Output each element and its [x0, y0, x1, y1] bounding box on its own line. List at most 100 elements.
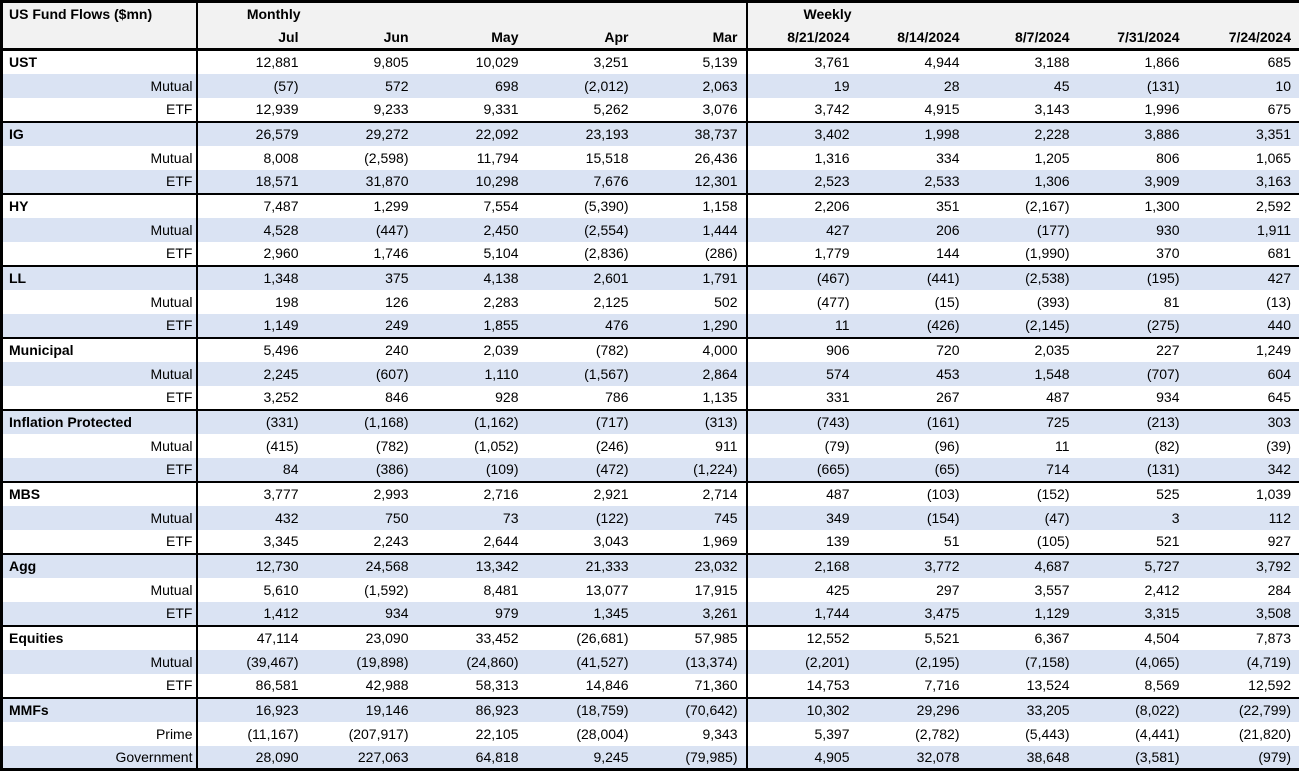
value-cell: 2,601 [526, 264, 637, 290]
value-cell: 198 [275, 293, 299, 310]
value-cell: 685 [1187, 48, 1299, 74]
value-cell: (415) [265, 437, 299, 454]
value-cell: 1,149 [196, 313, 307, 338]
value-cell: 17,915 [636, 577, 748, 602]
value-cell: 5,397 [814, 725, 850, 742]
value-cell: 12,301 [636, 169, 748, 194]
value-cell: 16,923 [196, 696, 307, 722]
value-cell: 13,524 [1026, 677, 1070, 693]
value-cell: 342 [1187, 457, 1299, 482]
value-cell: 714 [967, 457, 1078, 482]
value-cell: 370 [1156, 245, 1180, 261]
value-cell: 7,873 [1187, 624, 1299, 650]
value-cell: 38,737 [636, 120, 748, 146]
sub-row: ETF 3,252 846 928 786 1,135 331 267 487 934 645 [1, 385, 1299, 410]
value-cell: 7,487 [196, 192, 307, 218]
value-cell: (979) [1187, 745, 1299, 770]
value-cell: 29,272 [306, 120, 417, 146]
row-label: Government [1, 745, 198, 770]
value-cell: 1,779 [814, 245, 850, 261]
value-cell: 19,146 [306, 696, 417, 722]
value-cell: 3,886 [1077, 120, 1188, 146]
value-cell: 9,331 [483, 101, 519, 117]
value-cell: (4,441) [1135, 725, 1180, 742]
value-cell: 1,998 [857, 120, 968, 146]
value-cell: (15) [934, 293, 960, 310]
value-cell: (207,917) [348, 725, 409, 742]
value-cell: (2,201) [746, 649, 858, 674]
value-cell: (4,719) [1187, 649, 1299, 674]
value-cell: 13,342 [416, 552, 527, 578]
value-cell: 58,313 [475, 677, 519, 693]
category-row: UST 12,881 9,805 10,029 3,251 5,139 3,761 4,944… [1, 48, 1299, 74]
row-label: ETF [1, 385, 198, 410]
value-cell: 906 [746, 336, 858, 362]
value-cell: 432 [196, 505, 307, 530]
value-cell: (13) [1266, 293, 1291, 310]
value-cell: 5,139 [636, 48, 748, 74]
value-cell: 745 [636, 505, 748, 530]
value-cell: (65) [857, 457, 968, 482]
value-cell: (152) [967, 480, 1078, 506]
value-cell: 5,496 [196, 336, 307, 362]
value-cell: 5,104 [483, 245, 519, 261]
row-label: Mutual [1, 577, 198, 602]
value-cell: 3 [1077, 505, 1188, 530]
sub-row: ETF 2,960 1,746 5,104 (2,836) (286) 1,779 144 (1… [1, 241, 1299, 266]
sub-row: Mutual (57) 572 698 (2,012) 2,063 19 28 45 (131) 1… [1, 73, 1299, 98]
week-column-header: 8/21/2024 [746, 25, 858, 50]
value-cell: 453 [857, 361, 968, 386]
value-cell: 3,251 [526, 48, 637, 74]
value-cell: (717) [526, 408, 637, 434]
value-cell: 1,866 [1077, 48, 1188, 74]
value-cell: 2,960 [263, 245, 299, 261]
value-cell: 24,568 [306, 552, 417, 578]
value-cell: (477) [816, 293, 850, 310]
value-cell: (47) [967, 505, 1078, 530]
sub-row: Mutual 5,610 (1,592) 8,481 13,077 17,915 425 29… [1, 577, 1299, 602]
value-cell: (28,004) [576, 725, 629, 742]
value-cell: 1,249 [1187, 336, 1299, 362]
value-cell: 139 [826, 533, 850, 549]
value-cell: (2,012) [526, 73, 637, 98]
value-cell: 786 [605, 389, 629, 405]
category-row: MBS 3,777 2,993 2,716 2,921 2,714 487 (103) (152… [1, 480, 1299, 506]
category-label: MMFs [1, 696, 198, 722]
value-cell: 9,343 [636, 721, 748, 746]
sub-row: Mutual 198 126 2,283 2,125 502 (477) (15) (393) 8… [1, 289, 1299, 314]
category-label: HY [1, 192, 198, 218]
value-cell: 525 [1077, 480, 1188, 506]
value-cell: 2,035 [967, 336, 1078, 362]
value-cell: (1,990) [1025, 245, 1070, 261]
row-label: ETF [1, 457, 198, 482]
value-cell: 5,610 [263, 581, 299, 598]
month-column-header: Apr [526, 25, 637, 50]
value-cell: 3,557 [1034, 581, 1070, 598]
value-cell: (22,799) [1187, 696, 1299, 722]
row-label: Mutual [1, 433, 198, 458]
row-label: Mutual [1, 73, 198, 98]
value-cell: (105) [1036, 533, 1070, 549]
value-cell: (79,985) [636, 745, 748, 770]
value-cell: (131) [1077, 73, 1188, 98]
week-column-header: 8/14/2024 [857, 25, 968, 50]
value-cell: 2,592 [1187, 192, 1299, 218]
value-cell: 1,969 [636, 529, 748, 554]
value-cell: 18,571 [196, 169, 307, 194]
sub-row: Government 28,090 227,063 64,818 9,245 (79,98… [1, 745, 1299, 770]
table-header: US Fund Flows ($mn) Monthly Weekly Jul J… [1, 1, 1299, 50]
category-label: Inflation Protected [1, 408, 198, 434]
value-cell: 4,915 [924, 101, 960, 117]
value-cell: 4,528 [196, 217, 307, 242]
value-cell: 1,855 [416, 313, 527, 338]
value-cell: 12,881 [196, 48, 307, 74]
month-column-header: Jul [196, 25, 307, 50]
value-cell: 2,063 [636, 73, 748, 98]
category-label: LL [1, 264, 198, 290]
value-cell: 28 [857, 73, 968, 98]
month-column-header: May [416, 25, 527, 50]
sub-row: Mutual 4,528 (447) 2,450 (2,554) 1,444 427 206(… [1, 217, 1299, 242]
value-cell: 10,029 [416, 48, 527, 74]
value-cell: 1,996 [1144, 101, 1180, 117]
value-cell: 572 [306, 73, 417, 98]
